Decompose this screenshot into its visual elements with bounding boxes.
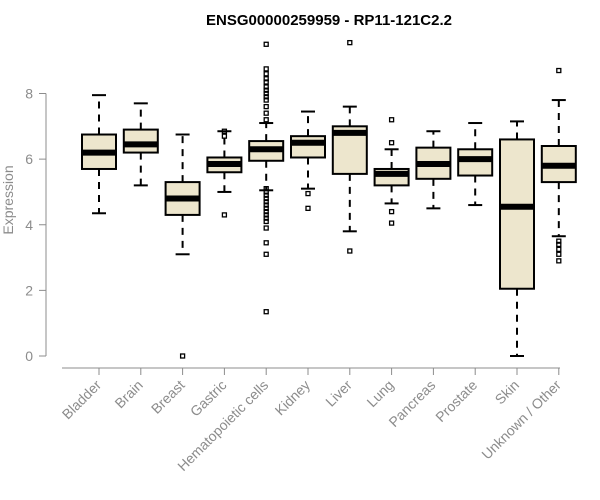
outlier-point bbox=[305, 205, 311, 211]
box-group bbox=[206, 128, 243, 218]
outlier-point bbox=[263, 251, 269, 257]
outlier-point bbox=[263, 199, 269, 205]
outlier-point bbox=[221, 128, 228, 134]
box-group bbox=[499, 120, 535, 357]
box-body bbox=[122, 128, 159, 154]
y-tick-label: 4 bbox=[25, 217, 33, 233]
outlier-point bbox=[263, 103, 269, 110]
outlier-point bbox=[263, 192, 269, 198]
outlier-point bbox=[388, 117, 395, 123]
outlier-point bbox=[221, 133, 228, 139]
outlier-point bbox=[263, 309, 269, 315]
outlier-point bbox=[388, 140, 395, 146]
outlier-point bbox=[263, 218, 269, 225]
y-tick-label: 6 bbox=[25, 151, 33, 167]
x-tick-label: Lung bbox=[363, 377, 396, 410]
outlier-point bbox=[556, 67, 562, 74]
y-tick-label: 0 bbox=[25, 348, 33, 364]
outlier-point bbox=[263, 240, 269, 246]
boxes-layer bbox=[81, 39, 577, 359]
outlier-point bbox=[388, 220, 395, 226]
outlier-point bbox=[263, 76, 269, 82]
box-body bbox=[457, 148, 494, 177]
box-group bbox=[164, 133, 201, 359]
outlier-point bbox=[263, 202, 269, 208]
x-tick-label: Liver bbox=[322, 377, 355, 410]
chart-title: ENSG00000259959 - RP11-121C2.2 bbox=[206, 12, 452, 29]
box-group bbox=[122, 102, 159, 187]
outlier-point bbox=[263, 110, 269, 116]
x-tick-label: Skin bbox=[492, 377, 523, 408]
outlier-point bbox=[263, 84, 269, 90]
x-tick-label: Unknown / Other bbox=[478, 377, 564, 463]
y-axis-label: Expression bbox=[0, 165, 16, 234]
outlier-point bbox=[263, 205, 269, 211]
outlier-point bbox=[263, 225, 269, 231]
outlier-point bbox=[263, 97, 269, 103]
y-axis: 0 2 4 6 8 bbox=[25, 86, 47, 364]
box-group bbox=[248, 41, 285, 315]
box-group bbox=[81, 94, 117, 215]
outlier-point bbox=[263, 212, 269, 218]
outlier-point bbox=[556, 246, 562, 253]
outlier-point bbox=[263, 94, 269, 100]
outlier-point bbox=[556, 251, 562, 257]
outlier-point bbox=[556, 238, 562, 244]
outlier-point bbox=[179, 353, 186, 359]
box-group bbox=[290, 110, 326, 211]
box-group bbox=[331, 39, 368, 254]
outlier-point bbox=[263, 90, 269, 97]
outlier-point bbox=[263, 71, 269, 77]
box-group bbox=[540, 67, 577, 264]
box-group bbox=[373, 117, 410, 226]
box-group bbox=[457, 122, 494, 207]
outlier-point bbox=[263, 186, 269, 192]
outlier-point bbox=[221, 212, 228, 218]
box-group bbox=[415, 130, 452, 210]
x-tick-label: Bladder bbox=[59, 377, 105, 423]
outlier-point bbox=[263, 215, 269, 221]
outlier-point bbox=[347, 39, 353, 46]
outlier-point bbox=[388, 208, 395, 215]
x-tick-label: Prostate bbox=[432, 377, 480, 425]
outlier-point bbox=[263, 117, 269, 123]
outlier-point bbox=[556, 258, 562, 264]
outlier-point bbox=[556, 241, 562, 248]
outlier-point bbox=[347, 248, 353, 254]
outlier-point bbox=[263, 66, 269, 72]
outlier-point bbox=[263, 189, 269, 195]
y-tick-label: 8 bbox=[25, 86, 33, 102]
outlier-point bbox=[305, 190, 311, 197]
x-tick-label: Kidney bbox=[272, 377, 314, 419]
x-tick-label: Breast bbox=[148, 377, 188, 417]
x-tick-label: Brain bbox=[111, 377, 145, 411]
outlier-point bbox=[263, 79, 269, 85]
outlier-point bbox=[263, 87, 269, 93]
outlier-point bbox=[263, 41, 269, 47]
y-tick-label: 2 bbox=[25, 282, 33, 298]
outlier-point bbox=[263, 208, 269, 215]
box-body bbox=[290, 135, 326, 159]
box-body bbox=[499, 138, 535, 290]
outlier-point bbox=[263, 195, 269, 202]
